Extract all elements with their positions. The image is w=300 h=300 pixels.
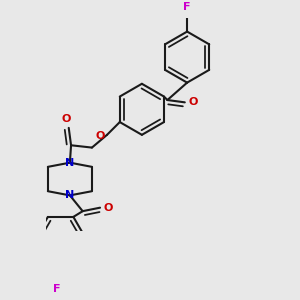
Text: F: F bbox=[183, 2, 191, 12]
Text: F: F bbox=[53, 284, 61, 294]
Text: N: N bbox=[65, 190, 74, 200]
Text: O: O bbox=[103, 203, 113, 213]
Text: O: O bbox=[95, 131, 105, 141]
Text: O: O bbox=[62, 114, 71, 124]
Text: N: N bbox=[65, 158, 74, 168]
Text: O: O bbox=[188, 97, 198, 107]
